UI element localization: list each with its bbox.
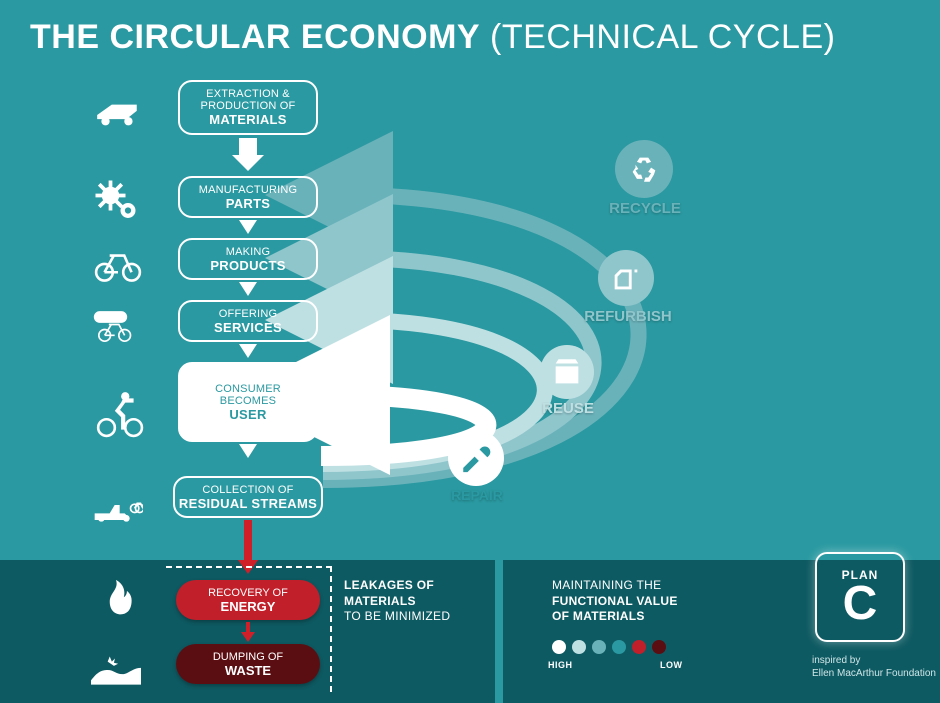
- node-consumer-user: CONSUMER BECOMES USER: [178, 362, 318, 442]
- node-making: MAKING PRODUCTS: [178, 238, 318, 280]
- maintain-label: MAINTAINING THE FUNCTIONAL VALUE OF MATE…: [552, 578, 732, 625]
- plan-c-c: C: [843, 582, 878, 625]
- plan-c-logo: PLAN C: [815, 552, 905, 642]
- node-manufacturing-l1: MANUFACTURING: [180, 184, 316, 196]
- infographic-canvas: THE CIRCULAR ECONOMY (TECHNICAL CYCLE): [0, 0, 940, 703]
- loop-label-reuse: REUSE: [528, 400, 608, 417]
- dot-1: [552, 640, 566, 654]
- node-manufacturing-l2: PARTS: [180, 196, 316, 211]
- maintain-l1: MAINTAINING THE: [552, 578, 732, 594]
- dot-3: [592, 640, 606, 654]
- reuse-icon-circle: [540, 345, 594, 399]
- loop-label-repair: REPAIR: [442, 487, 512, 503]
- rent-bike-icon: RENT ME: [82, 297, 154, 357]
- node-extraction-l1: EXTRACTION &: [180, 88, 316, 100]
- node-consumer-l2: USER: [180, 407, 316, 422]
- tow-truck-icon: [82, 480, 154, 540]
- landfill-icon: [88, 640, 144, 700]
- node-extraction-l2: MATERIALS: [180, 112, 316, 127]
- dot-2: [572, 640, 586, 654]
- node-offering: OFFERING SERVICES: [178, 300, 318, 342]
- node-manufacturing: MANUFACTURING PARTS: [178, 176, 318, 218]
- node-making-l1: MAKING: [180, 246, 316, 258]
- node-making-l2: PRODUCTS: [180, 258, 316, 273]
- gears-icon: [88, 173, 148, 233]
- cyclist-icon: [88, 378, 150, 448]
- leakage-l2: MATERIALS: [344, 594, 494, 610]
- node-collection-l1: COLLECTION OF: [175, 484, 321, 496]
- dot-4: [612, 640, 626, 654]
- loop-label-refurbish: REFURBISH: [580, 308, 676, 325]
- arrow-services-user: [239, 344, 257, 358]
- arrow-parts-products: [239, 220, 257, 234]
- node-consumer-l1: CONSUMER: [180, 383, 316, 395]
- node-consumer-l1b: BECOMES: [180, 395, 316, 407]
- arrow-leakage-stem: [244, 520, 252, 562]
- node-collection: COLLECTION OF RESIDUAL STREAMS: [173, 476, 323, 518]
- arrow-extraction-parts-head: [232, 155, 264, 171]
- leakage-l1: LEAKAGES OF: [344, 578, 494, 594]
- node-extraction-l1b: PRODUCTION OF: [180, 100, 316, 112]
- dot-6: [652, 640, 666, 654]
- maintain-l2: FUNCTIONAL VALUE: [552, 594, 732, 610]
- leakage-dashed-box: [166, 566, 332, 692]
- flame-icon: [94, 575, 138, 635]
- repair-icon-circle: [448, 430, 504, 486]
- arrow-products-services: [239, 282, 257, 296]
- arrow-user-collection: [239, 444, 257, 458]
- value-high: HIGH: [548, 660, 573, 670]
- credit-l1: inspired by: [812, 654, 936, 667]
- svg-text:RENT ME: RENT ME: [97, 316, 123, 322]
- value-scale-dots: [552, 640, 666, 654]
- leakage-label: LEAKAGES OF MATERIALS TO BE MINIMIZED: [344, 578, 494, 625]
- credit-l2: Ellen MacArthur Foundation: [812, 667, 936, 680]
- dot-5: [632, 640, 646, 654]
- loop-label-recycle: RECYCLE: [600, 200, 690, 217]
- node-offering-l2: SERVICES: [180, 320, 316, 335]
- node-offering-l1: OFFERING: [180, 308, 316, 320]
- recycle-icon-circle: [615, 140, 673, 198]
- value-low: LOW: [660, 660, 683, 670]
- refurbish-icon-circle: [598, 250, 654, 306]
- maintain-l3: OF MATERIALS: [552, 609, 732, 625]
- arrow-extraction-parts-stem: [239, 138, 257, 156]
- bike-icon: [88, 236, 148, 296]
- truck-icon: [88, 85, 148, 145]
- node-extraction: EXTRACTION & PRODUCTION OF MATERIALS: [178, 80, 318, 135]
- credit-text: inspired by Ellen MacArthur Foundation: [812, 654, 936, 680]
- leakage-l3: TO BE MINIMIZED: [344, 609, 494, 625]
- node-collection-l2: RESIDUAL STREAMS: [175, 496, 321, 511]
